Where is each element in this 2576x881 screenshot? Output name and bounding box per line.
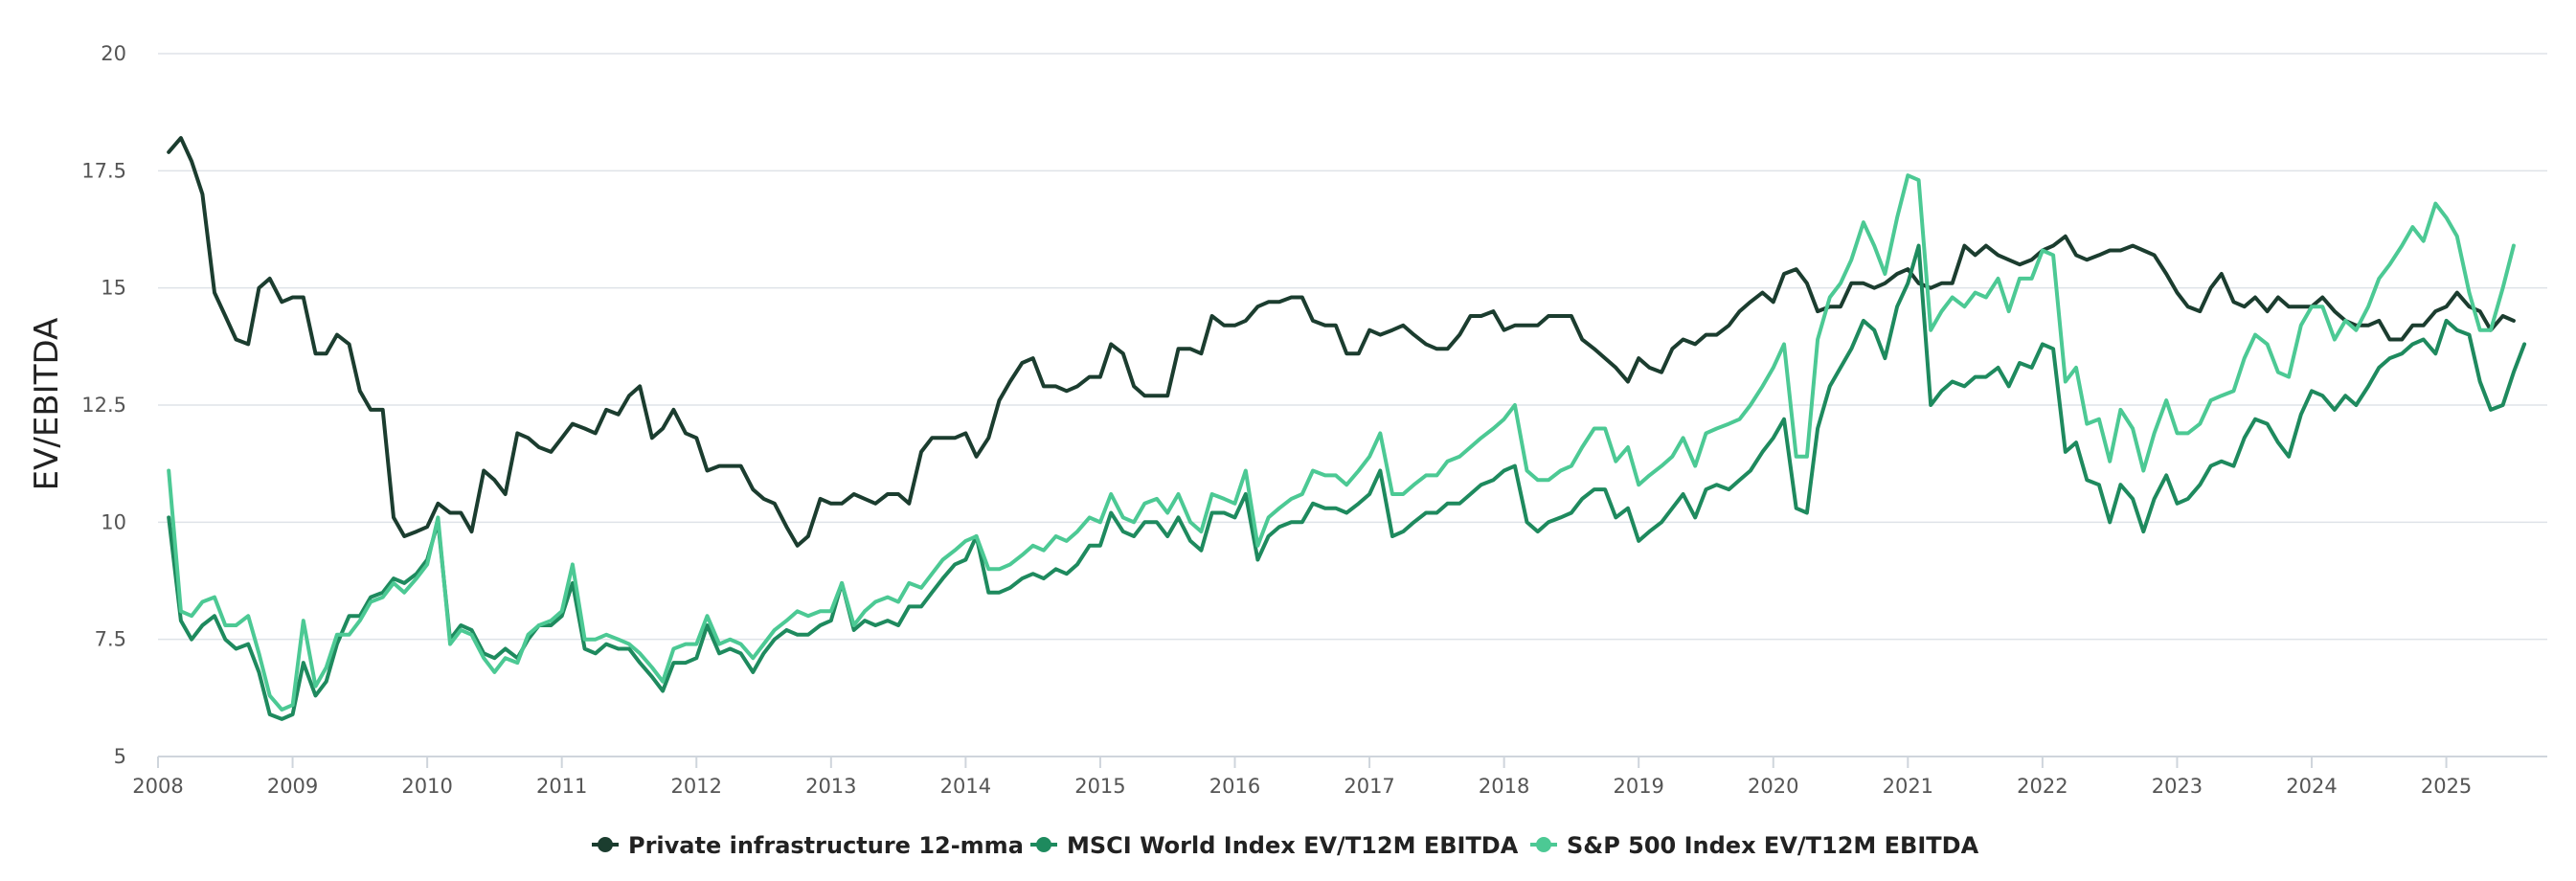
x-tick-label: 2025 <box>2421 775 2472 798</box>
x-tick-label: 2008 <box>132 775 183 798</box>
y-tick-label: 17.5 <box>81 159 126 182</box>
x-tick-label: 2019 <box>1613 775 1663 798</box>
x-tick-label: 2015 <box>1074 775 1125 798</box>
series-line-1 <box>167 136 2516 548</box>
x-tick-label: 2023 <box>2152 775 2203 798</box>
legend-label: S&P 500 Index EV/T12M EBITDA <box>1567 832 1979 859</box>
x-tick-label: 2009 <box>267 775 318 798</box>
y-tick-label: 10 <box>101 510 126 533</box>
series-line-2 <box>167 243 2527 721</box>
legend-item-2[interactable]: MSCI World Index EV/T12M EBITDA <box>1030 832 1519 859</box>
y-axis-title: EV/EBITDA <box>28 318 66 491</box>
y-tick-label: 12.5 <box>81 394 126 417</box>
x-tick-label: 2018 <box>1479 775 1529 798</box>
y-tick-label: 5 <box>114 745 126 768</box>
legend-item-1[interactable]: Private infrastructure 12-mma <box>592 832 1024 859</box>
grid-lines <box>158 53 2547 641</box>
legend-label: Private infrastructure 12-mma <box>628 832 1024 859</box>
series-lines <box>167 136 2527 721</box>
y-tick-label: 15 <box>101 277 126 300</box>
y-axis-tick-labels: 5 7.5 10 12.5 15 17.5 20 <box>81 42 126 768</box>
x-tick-label: 2022 <box>2017 775 2068 798</box>
series-line-3 <box>167 173 2516 712</box>
legend-marker-icon <box>1036 837 1051 852</box>
x-tick-label: 2017 <box>1344 775 1394 798</box>
legend-marker-icon <box>1536 837 1551 852</box>
legend: Private infrastructure 12-mma MSCI World … <box>592 832 1979 859</box>
x-tick-label: 2011 <box>536 775 587 798</box>
x-tick-label: 2010 <box>401 775 452 798</box>
x-tick-label: 2012 <box>671 775 722 798</box>
x-tick-label: 2014 <box>940 775 991 798</box>
x-axis <box>157 756 2547 768</box>
y-tick-label: 20 <box>101 42 126 65</box>
x-tick-label: 2021 <box>1883 775 1933 798</box>
y-tick-label: 7.5 <box>95 628 126 651</box>
x-tick-label: 2024 <box>2286 775 2337 798</box>
x-axis-tick-labels: 2008 2009 2010 2011 2012 2013 2014 2015 2016 2017… <box>132 775 2472 798</box>
legend-label: MSCI World Index EV/T12M EBITDA <box>1067 832 1519 859</box>
x-tick-label: 2013 <box>805 775 856 798</box>
legend-marker-icon <box>598 837 613 852</box>
x-tick-label: 2016 <box>1209 775 1260 798</box>
x-tick-label: 2020 <box>1748 775 1798 798</box>
legend-item-3[interactable]: S&P 500 Index EV/T12M EBITDA <box>1530 832 1979 859</box>
